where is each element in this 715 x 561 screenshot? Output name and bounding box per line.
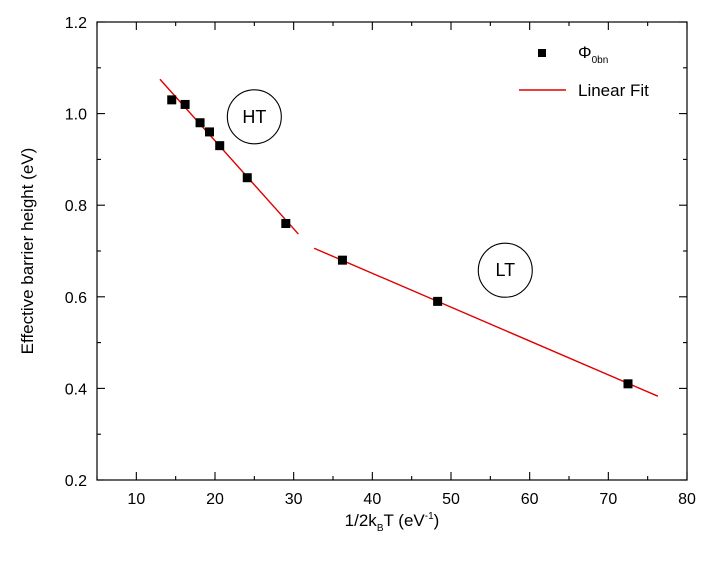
data-point (195, 118, 205, 128)
x-tick-label: 40 (363, 491, 381, 508)
x-tick-label: 60 (521, 491, 539, 508)
tick-labels: 10 20 30 40 50 60 70 80 0.2 0.4 0.6 0.8 1.0 1.2 (65, 15, 696, 508)
region-circle (477, 242, 533, 298)
y-tick-label: 0.2 (65, 473, 87, 490)
y-tick-label: 0.8 (65, 198, 87, 215)
data-point (242, 173, 252, 183)
y-tick-label: 1.0 (65, 107, 87, 124)
legend-label-linear-fit: Linear Fit (578, 81, 649, 100)
x-axis-title: 1/2kBT (eV-1) (345, 511, 440, 534)
region-label: HT (242, 107, 266, 127)
legend-phi-sub: 0bn (592, 55, 609, 66)
x-axis-title-c: ) (434, 511, 440, 530)
data-point (281, 219, 291, 229)
x-axis-title-a: 1/2k (345, 511, 378, 530)
axis-ticks (96, 21, 688, 481)
legend-label-phi: Φ0bn (578, 43, 608, 66)
region-circle (226, 89, 282, 145)
data-point (180, 99, 190, 109)
x-tick-label: 20 (206, 491, 224, 508)
x-axis-title-sup: -1 (425, 511, 434, 522)
fit-lines (159, 78, 659, 397)
x-axis-title-sub: B (377, 523, 384, 534)
y-axis-title: Effective barrier height (eV) (18, 148, 37, 355)
data-point (337, 255, 347, 265)
legend-phi-main: Φ (578, 43, 592, 62)
legend-marker-square (538, 49, 546, 57)
x-axis-title-b: T (eV (383, 511, 425, 530)
region-annotations: HT LT (226, 89, 533, 298)
x-tick-label: 80 (678, 491, 696, 508)
legend: Φ0bn Linear Fit (519, 43, 649, 100)
x-tick-label: 70 (599, 491, 617, 508)
x-tick-label: 50 (442, 491, 460, 508)
data-point (433, 296, 443, 306)
y-tick-label: 0.6 (65, 290, 87, 307)
x-tick-label: 30 (285, 491, 303, 508)
region-label: LT (495, 260, 515, 280)
data-points (167, 95, 633, 389)
x-tick-label: 10 (127, 491, 145, 508)
linear-fit-line (313, 247, 659, 397)
data-point (204, 127, 214, 137)
data-point (167, 95, 177, 105)
y-tick-label: 1.2 (65, 15, 87, 32)
y-tick-label: 0.4 (65, 381, 87, 398)
data-point (215, 141, 225, 151)
data-point (623, 379, 633, 389)
